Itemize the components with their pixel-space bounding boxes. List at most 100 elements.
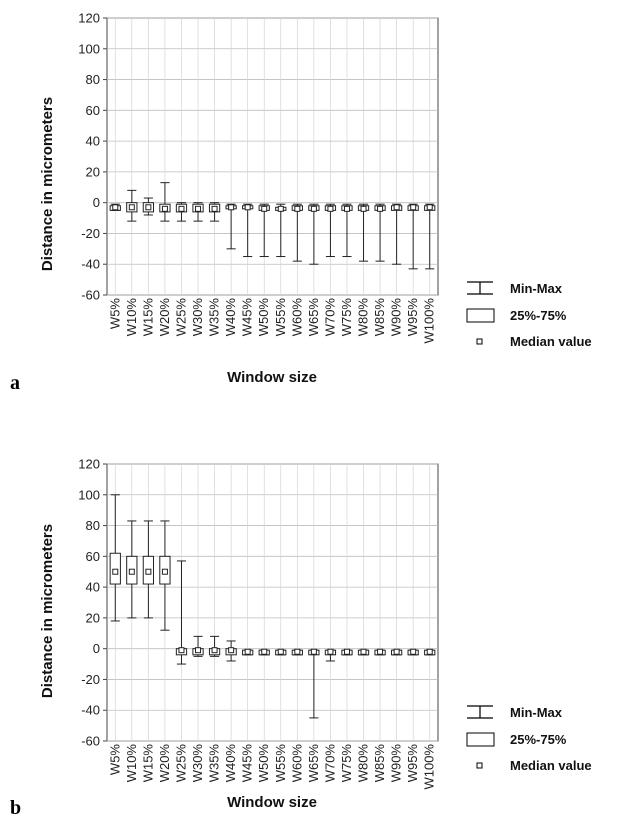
x-tick-label: W30% (190, 744, 205, 783)
legend-minmax-icon (467, 281, 493, 295)
box-W75% (341, 648, 353, 656)
x-tick-label: W45% (240, 298, 255, 337)
box-W70% (324, 648, 337, 662)
x-tick-label: W25% (173, 298, 188, 337)
box-W100% (424, 203, 436, 270)
y-axis-ticks: 120 100 80 60 40 20 0 -20 -40 -60 (78, 11, 107, 303)
x-tick-label: W60% (289, 744, 304, 783)
box-W5% (109, 203, 121, 211)
legend-median-icon (476, 338, 483, 345)
x-axis-ticks: W5% W10% W15% W20% W25% W30% W35% W40% W45% W50% W… (107, 298, 436, 344)
legend: Min-Max 25%-75% Median value (466, 705, 592, 773)
median-marker (426, 648, 433, 655)
x-tick-label: W55% (273, 298, 288, 337)
x-tick-label: W65% (306, 298, 321, 337)
box-W55% (275, 648, 287, 656)
x-axis-title: Window size (227, 794, 317, 811)
x-tick-label: W40% (223, 298, 238, 337)
x-tick-label: W85% (372, 298, 387, 337)
box-W85% (374, 203, 386, 262)
box-W45% (242, 648, 254, 656)
y-tick-label: -40 (81, 257, 100, 272)
box-W30% (192, 635, 204, 657)
legend-box-icon (466, 732, 495, 747)
box-W50% (258, 648, 270, 656)
x-tick-label: W35% (207, 744, 222, 783)
x-tick-label: W75% (339, 298, 354, 337)
x-tick-label: W20% (157, 744, 172, 783)
median-marker (228, 647, 235, 654)
x-tick-label: W95% (405, 298, 420, 337)
box-W45% (242, 203, 254, 258)
y-tick-label: 80 (86, 72, 100, 87)
legend-minmax-label: Min-Max (510, 281, 563, 296)
median-marker (377, 205, 384, 212)
legend-median-label: Median value (510, 758, 592, 773)
legend: Min-Max 25%-75% Median value (466, 281, 592, 349)
median-marker (261, 648, 268, 655)
box-W5% (109, 494, 121, 622)
legend-minmax-icon (467, 705, 493, 719)
median-marker (410, 204, 417, 211)
boxes (109, 182, 436, 270)
x-tick-label: W65% (306, 744, 321, 783)
median-marker (343, 648, 350, 655)
median-marker (310, 205, 317, 212)
boxes (109, 494, 436, 719)
median-marker (211, 205, 218, 212)
x-tick-label: W100% (422, 298, 437, 344)
median-marker (244, 204, 251, 211)
box-W15% (142, 520, 155, 619)
x-axis-title: Window size (227, 369, 317, 386)
median-marker (343, 205, 350, 212)
iqr-box (109, 552, 121, 585)
panel-label: a (10, 372, 20, 394)
panel-label: b (10, 797, 21, 819)
median-marker (195, 205, 202, 212)
box-W95% (407, 648, 419, 656)
median-marker (145, 568, 152, 575)
median-marker (178, 205, 185, 212)
x-tick-label: W15% (140, 298, 155, 337)
x-tick-label: W5% (107, 298, 122, 330)
box-W60% (291, 648, 303, 656)
x-tick-label: W20% (157, 298, 172, 337)
y-tick-label: 40 (86, 580, 100, 595)
median-marker (377, 648, 384, 655)
median-marker (261, 205, 268, 212)
chart-panel-a: 120 100 80 60 40 20 0 -20 -40 -60 W5% W10% W15% W20%… (10, 11, 592, 395)
box-W25% (175, 560, 188, 665)
box-W85% (374, 648, 386, 656)
box-W30% (192, 202, 204, 222)
box-W95% (407, 203, 419, 270)
x-tick-label: W10% (124, 298, 139, 337)
median-marker (327, 205, 334, 212)
chart-panel-b: 120 100 80 60 40 20 0 -20 -40 -60 W5% W10% W15% W20%… (0, 411, 625, 822)
legend-box-label: 25%-75% (510, 732, 567, 747)
plot-area (106, 463, 439, 742)
x-tick-label: W80% (356, 298, 371, 337)
x-tick-label: W25% (173, 744, 188, 783)
x-tick-label: W50% (256, 298, 271, 337)
box-W80% (357, 648, 370, 656)
median-marker (277, 648, 284, 655)
box-W100% (424, 648, 436, 656)
median-marker (128, 568, 135, 575)
y-tick-label: 20 (86, 610, 100, 625)
box-W25% (175, 202, 188, 222)
y-tick-label: 60 (86, 549, 100, 564)
x-tick-label: W40% (223, 744, 238, 783)
median-marker (426, 204, 433, 211)
x-tick-label: W75% (339, 744, 354, 783)
median-marker (145, 204, 152, 211)
x-tick-label: W80% (356, 744, 371, 783)
legend-box-label: 25%-75% (510, 308, 567, 323)
x-tick-label: W15% (140, 744, 155, 783)
median-marker (393, 204, 400, 211)
box-W75% (341, 203, 353, 258)
box-W90% (390, 203, 403, 265)
box-W40% (225, 640, 237, 662)
box-W90% (390, 648, 403, 656)
x-tick-label: W60% (289, 298, 304, 337)
box-W15% (142, 197, 155, 216)
